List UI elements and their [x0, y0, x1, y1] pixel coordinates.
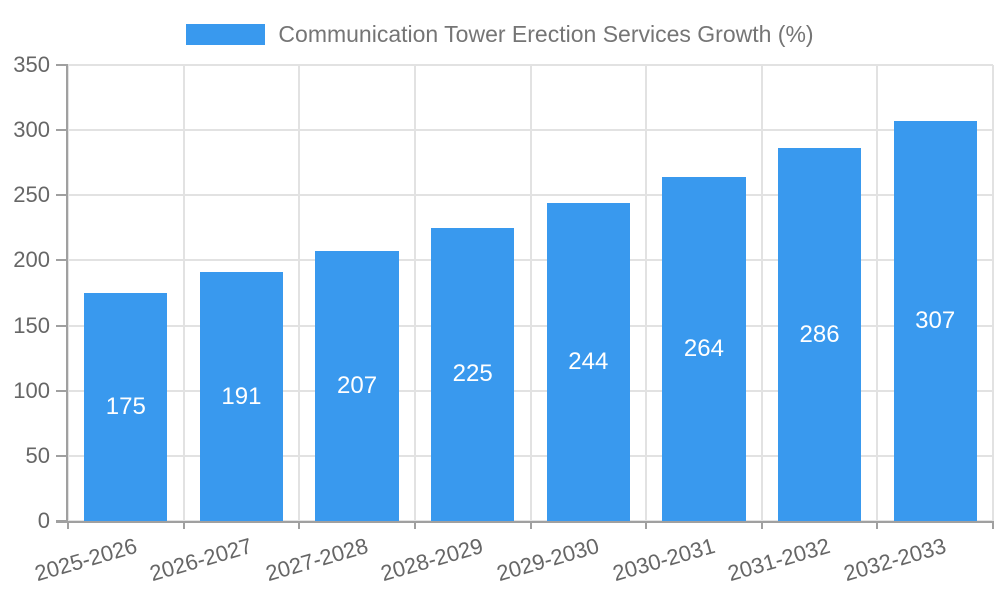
vertical-gridline: [645, 65, 648, 521]
bar: 307: [893, 121, 977, 521]
y-axis-tick: [56, 520, 68, 522]
x-axis-category-label: 2030-2031: [609, 533, 718, 587]
x-axis-tick: [67, 521, 69, 529]
y-axis-tick: [56, 259, 68, 262]
y-axis-tick: [56, 389, 68, 392]
bar-value-label: 225: [452, 360, 493, 388]
legend-swatch[interactable]: [186, 23, 266, 45]
vertical-gridline: [529, 65, 532, 521]
x-axis-tick: [760, 521, 763, 529]
y-axis-tick-label: 350: [13, 52, 50, 77]
bar-value-label: 286: [799, 320, 840, 348]
y-axis-line: [66, 65, 68, 521]
bar-value-label: 244: [568, 348, 609, 376]
x-axis-category-label: 2025-2026: [31, 533, 140, 587]
y-axis-tick: [56, 194, 68, 197]
y-axis-tick-label: 50: [25, 442, 50, 468]
vertical-gridline: [992, 65, 994, 521]
chart-legend: Communication Tower Erection Services Gr…: [0, 20, 1000, 48]
legend-label[interactable]: Communication Tower Erection Services Gr…: [278, 21, 814, 47]
x-axis-category-label: 2026-2027: [147, 533, 256, 587]
bar-value-label: 207: [337, 372, 378, 400]
bar-value-label: 191: [221, 382, 262, 410]
x-axis-tick: [992, 521, 994, 529]
bar: 286: [777, 148, 862, 521]
vertical-gridline: [182, 65, 185, 521]
bar-value-label: 264: [683, 335, 724, 362]
vertical-gridline: [876, 65, 879, 521]
vertical-gridline: [413, 65, 416, 521]
bar-value-label: 307: [915, 307, 956, 334]
bar-value-label: 175: [105, 393, 146, 420]
y-axis-tick-label: 100: [13, 377, 50, 403]
y-axis-tick-label: 150: [13, 312, 50, 338]
x-axis-category-label: 2032-2033: [840, 533, 949, 587]
bar: 225: [431, 227, 515, 521]
bar: 191: [199, 272, 284, 521]
x-axis-category-label: 2031-2032: [725, 533, 834, 587]
y-axis-tick: [56, 129, 68, 132]
x-axis-tick: [413, 521, 416, 529]
x-axis-tick: [876, 521, 879, 529]
vertical-gridline: [298, 65, 301, 521]
bar: 264: [662, 177, 746, 521]
x-axis-tick: [645, 521, 648, 529]
bar: 207: [315, 251, 399, 521]
vertical-gridline: [760, 65, 763, 521]
bar: 244: [546, 203, 630, 521]
x-axis-category-label: 2029-2030: [493, 533, 602, 587]
y-axis-tick-label: 250: [13, 182, 50, 208]
y-axis-tick-label: 300: [13, 117, 50, 143]
x-axis-line: [56, 521, 993, 523]
x-axis-category-label: 2028-2029: [378, 533, 487, 587]
x-axis-tick: [529, 521, 532, 529]
x-axis-category-label: 2027-2028: [262, 533, 371, 587]
y-axis-tick: [56, 324, 68, 327]
vertical-gridline: [67, 65, 69, 521]
x-axis-tick: [182, 521, 185, 529]
y-axis-tick: [56, 454, 68, 457]
y-axis-tick-label: 0: [37, 508, 50, 533]
y-axis-tick-label: 200: [13, 247, 50, 273]
y-axis-tick: [56, 64, 68, 66]
bar: 175: [84, 293, 168, 521]
x-axis-tick: [298, 521, 301, 529]
